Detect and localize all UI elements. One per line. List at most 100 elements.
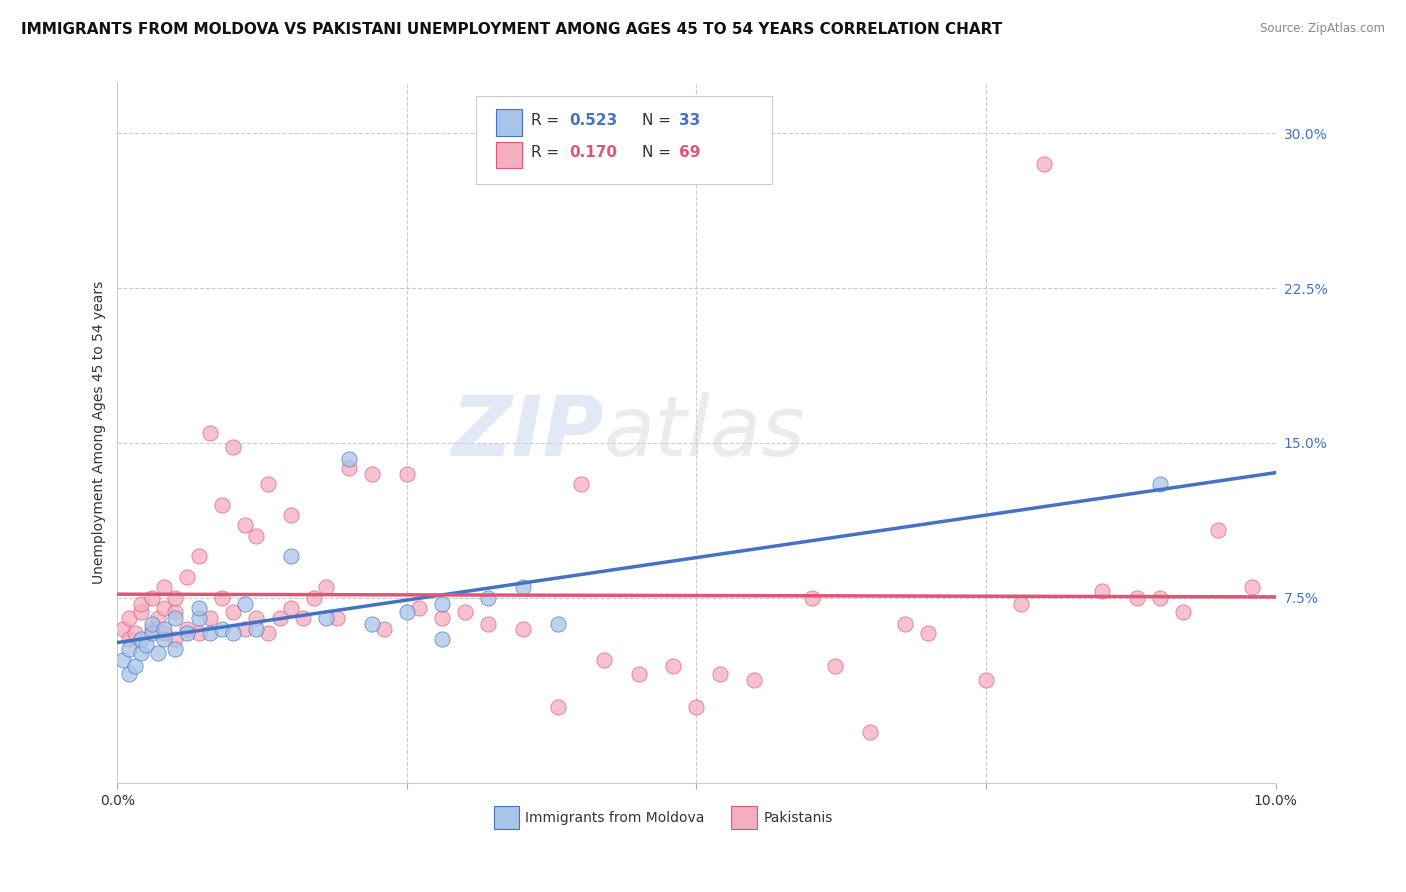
Point (395, 467, 418, 481)
Point (291, 611, 314, 625)
Point (141, 622, 163, 636)
Text: R =: R = (531, 113, 564, 128)
Point (152, 580, 174, 594)
Point (141, 625, 163, 640)
Point (187, 611, 209, 625)
Point (627, 667, 650, 681)
Point (326, 611, 349, 625)
Text: IMMIGRANTS FROM MOLDOVA VS PAKISTANI UNEMPLOYMENT AMONG AGES 45 TO 54 YEARS CORR: IMMIGRANTS FROM MOLDOVA VS PAKISTANI UNE… (21, 22, 1002, 37)
Point (315, 580, 337, 594)
Point (685, 700, 707, 714)
Point (824, 658, 846, 673)
Text: Immigrants from Moldova: Immigrants from Moldova (524, 811, 704, 825)
Point (408, 601, 430, 615)
Point (146, 646, 169, 660)
FancyBboxPatch shape (496, 142, 522, 169)
Point (165, 611, 187, 625)
Point (547, 617, 569, 632)
Point (141, 591, 163, 605)
Point (974, 673, 997, 687)
Point (187, 601, 209, 615)
FancyBboxPatch shape (477, 96, 772, 184)
Text: ZIP: ZIP (451, 392, 603, 473)
Text: 0.170: 0.170 (569, 145, 617, 161)
Y-axis label: Unemployment Among Ages 45 to 54 years: Unemployment Among Ages 45 to 54 years (93, 281, 107, 584)
Point (118, 632, 141, 646)
Point (118, 611, 141, 625)
Point (1091, 584, 1114, 599)
Point (233, 597, 256, 611)
Point (859, 724, 882, 739)
Point (233, 518, 256, 533)
Point (337, 460, 360, 475)
Point (198, 625, 221, 640)
Point (512, 622, 534, 636)
Point (152, 632, 174, 646)
Point (152, 625, 174, 640)
Point (176, 570, 198, 584)
Point (245, 622, 267, 636)
Point (662, 658, 685, 673)
Point (152, 601, 174, 615)
Point (280, 549, 302, 564)
Point (245, 529, 267, 543)
Point (709, 667, 731, 681)
Point (361, 617, 384, 632)
Point (211, 622, 233, 636)
Point (1171, 605, 1194, 619)
Point (245, 611, 267, 625)
Point (141, 617, 163, 632)
Point (135, 638, 157, 652)
Point (198, 611, 221, 625)
Text: Source: ZipAtlas.com: Source: ZipAtlas.com (1260, 22, 1385, 36)
Point (1241, 580, 1264, 594)
Point (222, 605, 245, 619)
Point (801, 591, 824, 605)
Point (373, 622, 395, 636)
Point (430, 611, 453, 625)
Point (917, 625, 939, 640)
Text: atlas: atlas (603, 392, 806, 473)
Point (165, 642, 187, 657)
Point (233, 622, 256, 636)
Point (315, 611, 337, 625)
Point (269, 611, 291, 625)
Point (257, 625, 280, 640)
Point (1125, 591, 1147, 605)
Point (477, 591, 499, 605)
FancyBboxPatch shape (496, 109, 522, 136)
Point (176, 625, 198, 640)
Point (1149, 477, 1171, 491)
Point (176, 622, 198, 636)
Point (198, 425, 221, 440)
Text: N =: N = (643, 145, 676, 161)
Point (112, 622, 135, 636)
Point (395, 605, 418, 619)
Point (280, 508, 302, 522)
Point (430, 632, 453, 646)
Point (211, 498, 233, 512)
Point (1149, 591, 1171, 605)
FancyBboxPatch shape (731, 805, 756, 829)
Point (165, 632, 187, 646)
Text: Pakistanis: Pakistanis (763, 811, 832, 825)
Text: 0.523: 0.523 (569, 113, 617, 128)
Point (569, 477, 592, 491)
Point (129, 597, 152, 611)
Text: R =: R = (531, 145, 564, 161)
Point (112, 652, 135, 666)
Point (304, 591, 326, 605)
Point (124, 658, 146, 673)
Point (129, 605, 152, 619)
Point (744, 673, 766, 687)
Point (129, 646, 152, 660)
Point (512, 580, 534, 594)
Text: 33: 33 (679, 113, 700, 128)
Point (430, 597, 453, 611)
Point (124, 625, 146, 640)
Point (165, 591, 187, 605)
Point (211, 591, 233, 605)
Point (165, 605, 187, 619)
Point (454, 605, 477, 619)
Point (222, 625, 245, 640)
